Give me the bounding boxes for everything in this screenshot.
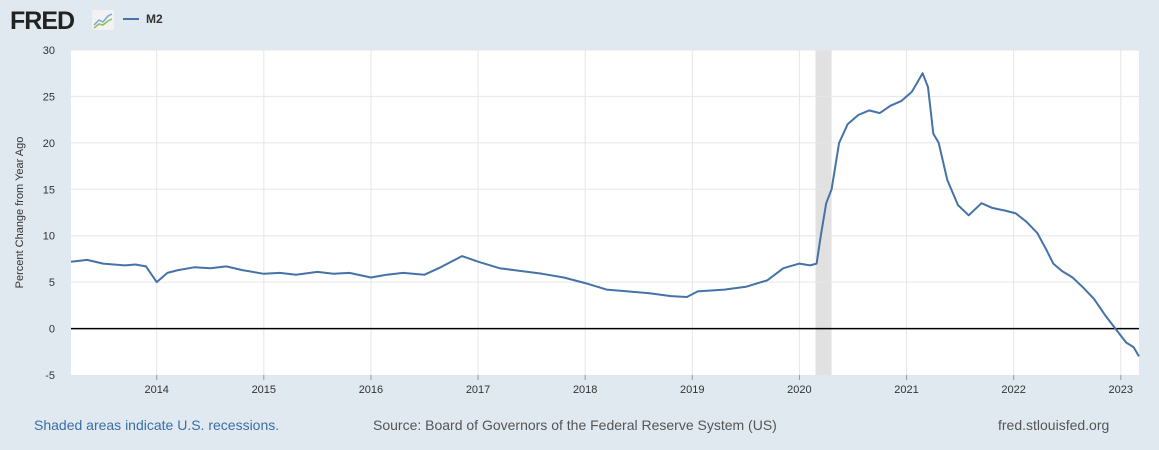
x-tick-label: 2023	[1109, 384, 1133, 396]
y-tick-label: 10	[43, 231, 55, 243]
fred-logo[interactable]: FRED	[10, 7, 75, 35]
legend-swatch	[123, 18, 139, 20]
x-tick-label: 2020	[787, 384, 811, 396]
x-tick-label: 2014	[144, 384, 168, 396]
fred-url[interactable]: fred.stlouisfed.org	[998, 417, 1110, 433]
source-text: Source: Board of Governors of the Federa…	[373, 417, 777, 433]
x-tick-label: 2018	[573, 384, 597, 396]
x-tick-label: 2017	[466, 384, 490, 396]
recession-note-link[interactable]: Shaded areas indicate U.S. recessions.	[34, 417, 280, 433]
x-tick-label: 2021	[894, 384, 918, 396]
x-tick-label: 2015	[252, 384, 276, 396]
x-tick-label: 2022	[1001, 384, 1025, 396]
y-tick-label: 15	[43, 184, 55, 196]
y-axis-label: Percent Change from Year Ago	[14, 137, 26, 289]
recession-shading	[815, 50, 832, 375]
x-tick-label: 2016	[359, 384, 383, 396]
y-tick-label: -5	[45, 370, 55, 382]
y-tick-label: 25	[43, 91, 55, 103]
legend: M2	[123, 12, 163, 26]
y-tick-label: 20	[43, 138, 55, 150]
x-tick-label: 2019	[680, 384, 704, 396]
series-line-m2	[70, 72, 1140, 357]
y-tick-label: 5	[49, 277, 55, 289]
chart: -5 0 5 10 15 20 25 30 2014 2015 2016 2017 2018 2019 20…	[14, 45, 1140, 396]
y-tick-label: 30	[43, 45, 55, 57]
plot-area	[71, 50, 1139, 375]
legend-label: M2	[146, 12, 163, 26]
line-chart-icon	[92, 10, 114, 30]
y-tick-label: 0	[49, 324, 55, 336]
